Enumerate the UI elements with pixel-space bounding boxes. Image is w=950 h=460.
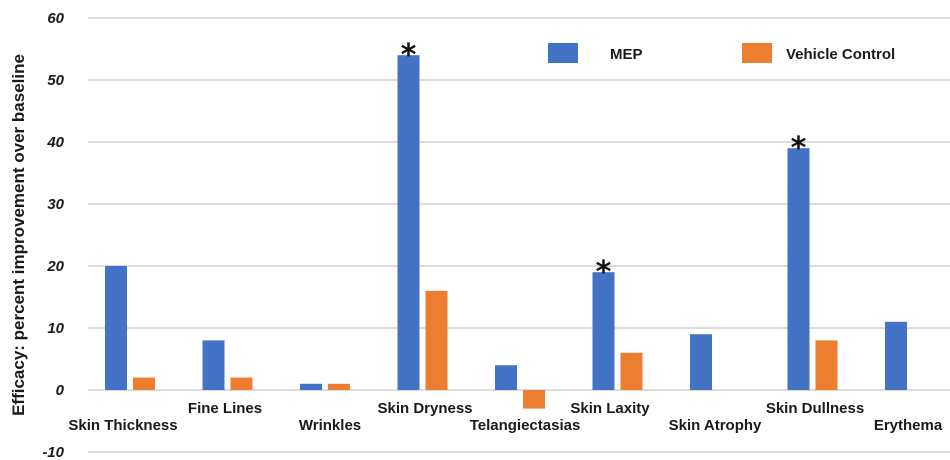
category-label: Telangiectasias	[470, 417, 581, 434]
significance-star: *	[791, 131, 807, 166]
bar-vehicle-control	[523, 390, 545, 409]
y-axis-ticks: -10 0 10 20 30 40 50 60	[42, 10, 64, 460]
y-tick-label: 60	[47, 10, 64, 27]
bar-mep	[397, 55, 420, 390]
legend: MEP Vehicle Control	[548, 43, 895, 63]
y-tick-label: 40	[46, 134, 64, 151]
bar-mep	[202, 340, 225, 390]
bar-mep	[105, 266, 127, 390]
bar-mep	[592, 272, 615, 390]
legend-swatch	[742, 43, 772, 63]
bar-vehicle-control	[620, 352, 643, 390]
y-axis-label: Efficacy: percent improvement over basel…	[9, 54, 28, 416]
category-label: Skin Atrophy	[669, 417, 762, 434]
y-tick-label: 20	[46, 258, 64, 275]
legend-label: Vehicle Control	[786, 46, 895, 63]
y-tick-label: 50	[47, 72, 64, 89]
bar-mep	[787, 148, 810, 390]
significance-star: *	[401, 38, 417, 73]
category-labels: Skin Thickness Fine Lines Wrinkles Skin Dry…	[68, 400, 942, 434]
y-tick-label: 30	[47, 196, 64, 213]
legend-label: MEP	[610, 46, 643, 63]
category-label: Skin Dryness	[377, 400, 472, 417]
bar-vehicle-control	[815, 340, 838, 390]
category-label: Erythema	[874, 417, 943, 434]
bar-vehicle-control	[133, 377, 155, 390]
bar-mep	[495, 365, 517, 390]
y-tick-label: 10	[47, 320, 64, 337]
significance-star: *	[596, 255, 612, 290]
category-label: Fine Lines	[188, 400, 262, 417]
y-tick-label: 0	[56, 382, 65, 399]
bar-mep	[300, 383, 322, 390]
significance-markers: * * *	[401, 38, 807, 290]
y-tick-label: -10	[42, 444, 64, 460]
category-label: Skin Laxity	[570, 400, 650, 417]
legend-swatch	[548, 43, 578, 63]
bars	[105, 55, 907, 409]
bar-mep	[690, 334, 712, 390]
category-label: Skin Thickness	[68, 417, 177, 434]
bar-mep	[885, 321, 907, 390]
bar-vehicle-control	[230, 377, 253, 390]
category-label: Skin Dullness	[766, 400, 864, 417]
bar-vehicle-control	[425, 290, 448, 390]
category-label: Wrinkles	[299, 417, 361, 434]
bar-vehicle-control	[328, 383, 350, 390]
